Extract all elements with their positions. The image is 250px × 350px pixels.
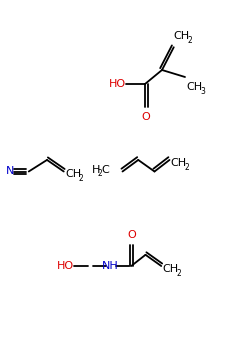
Text: O: O [127,230,136,239]
Text: O: O [142,112,150,122]
Text: C: C [101,165,109,175]
Text: 3: 3 [200,87,205,96]
Text: CH: CH [162,265,178,274]
Text: NH: NH [102,261,118,271]
Text: N: N [6,167,14,176]
Text: 2: 2 [176,269,181,278]
Text: HO: HO [109,79,126,89]
Text: 2: 2 [184,163,189,172]
Text: 2: 2 [79,174,84,183]
Text: 2: 2 [188,36,192,45]
Text: H: H [92,165,100,175]
Text: CH: CH [171,159,187,168]
Text: HO: HO [56,261,74,271]
Text: CH: CH [186,83,202,92]
Text: CH: CH [65,169,81,179]
Text: CH: CH [174,31,190,41]
Text: 2: 2 [98,169,102,178]
